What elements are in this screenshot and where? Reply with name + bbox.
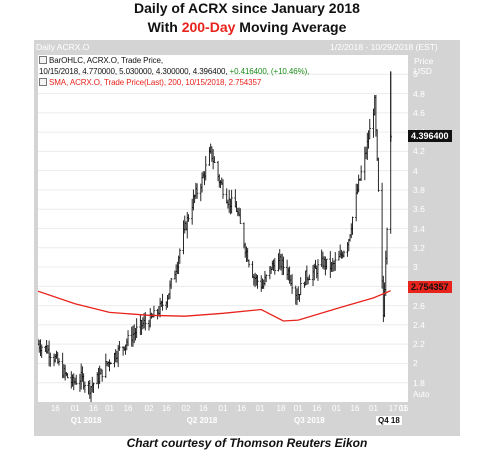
x-tick-label: 16 <box>312 404 322 413</box>
x-tick-label: 16 <box>237 404 246 413</box>
y-tick-label: 2.6 <box>413 300 425 311</box>
y-tick-label: 1.8 <box>413 377 425 388</box>
legend-bar-chip[interactable] <box>39 56 47 64</box>
x-tick-label: 01 <box>398 404 408 413</box>
last-price-tag: 4.396400 <box>408 130 452 142</box>
x-tick-label: 01 <box>255 404 265 413</box>
auto-scale-button[interactable]: Auto <box>413 390 430 399</box>
x-tick-label: 16 <box>198 404 208 413</box>
y-tick-label: 3.8 <box>413 184 425 195</box>
chart-header-left: Daily ACRX.O <box>36 42 90 52</box>
price-unit-label: Price USD <box>414 56 433 76</box>
price-chart-svg[interactable] <box>38 55 408 402</box>
x-tick-label: 01 <box>218 404 228 413</box>
x-tick-label: 02 <box>181 404 191 413</box>
chart-subtitle: With 200-Day Moving Average <box>0 19 494 35</box>
x-tick-label: 01 <box>369 404 378 413</box>
x-tick-label: 02 <box>144 404 154 413</box>
y-tick-label: 2.4 <box>413 319 425 330</box>
x-tick-label: 01 <box>293 404 303 413</box>
y-tick-label: 3.2 <box>413 242 425 253</box>
legend-sma-chip[interactable] <box>39 78 47 86</box>
x-tick-label: 16 <box>350 404 360 413</box>
subtitle-pre: With <box>147 19 182 35</box>
legend-bar-values: 10/15/2018, 4.770000, 5.030000, 4.300000… <box>39 67 228 76</box>
legend-bar-label: BarOHLC, ACRX.O, Trade Price, <box>49 56 164 65</box>
x-tick-label: 16 <box>50 404 60 413</box>
x-axis: 16 01 16 01 16 02 16 02 16 01 16 01 18 01 16 01 16 01 17 01… <box>38 402 409 428</box>
chart-title: Daily of ACRX since January 2018 <box>134 0 360 16</box>
price-label: Price <box>414 56 434 66</box>
y-tick-label: 4 <box>413 165 418 176</box>
legend-bar-values-row: 10/15/2018, 4.770000, 5.030000, 4.300000… <box>39 67 309 76</box>
quarter-label: Q4 18 <box>376 416 402 425</box>
x-tick-label: 18 <box>276 404 286 413</box>
subtitle-post: Moving Average <box>235 19 347 35</box>
quarter-label: Q2 2018 <box>186 416 218 425</box>
sma-line <box>38 290 391 322</box>
quarter-label: Q1 2018 <box>70 416 102 425</box>
y-tick-label: 3 <box>413 262 418 273</box>
y-tick-label: 3.6 <box>413 204 425 215</box>
legend-bar-change: +0.416400, (+10.46%), <box>229 67 310 76</box>
legend-bar-line: BarOHLC, ACRX.O, Trade Price, <box>39 56 163 65</box>
subtitle-accent: 200-Day <box>181 19 236 35</box>
y-tick-label: 2.2 <box>413 339 425 350</box>
x-tick-label: 01 <box>70 404 80 413</box>
y-tick-label: 4.8 <box>413 88 425 99</box>
x-tick-label: 17 <box>388 404 398 413</box>
y-tick-label: 5 <box>413 69 418 80</box>
legend-sma-label: SMA, ACRX.O, Trade Price(Last), 200, 10/… <box>49 78 262 87</box>
usd-label: USD <box>414 66 432 76</box>
x-tick-label: 16 <box>161 404 171 413</box>
chart-header-right: 1/2/2018 - 10/29/2018 (EST) <box>330 42 438 52</box>
y-tick-label: 2 <box>413 358 418 369</box>
chart-footer: Chart courtesy of Thomson Reuters Eikon <box>126 436 368 450</box>
x-tick-label: 16 <box>89 404 98 413</box>
x-tick-label: 16 <box>399 404 409 413</box>
x-tick-label: 01 <box>332 404 341 413</box>
x-tick-label: 16 <box>123 404 133 413</box>
y-tick-label: 4.6 <box>413 107 425 118</box>
legend-sma-line: SMA, ACRX.O, Trade Price(Last), 200, 10/… <box>39 78 261 87</box>
sma-value-tag: 2.754357 <box>408 281 452 293</box>
y-tick-label: 3.4 <box>413 223 425 234</box>
y-tick-label: 4.2 <box>413 146 425 157</box>
x-tick-label: 01 <box>105 404 114 413</box>
quarter-label: Q3 2018 <box>293 416 325 425</box>
